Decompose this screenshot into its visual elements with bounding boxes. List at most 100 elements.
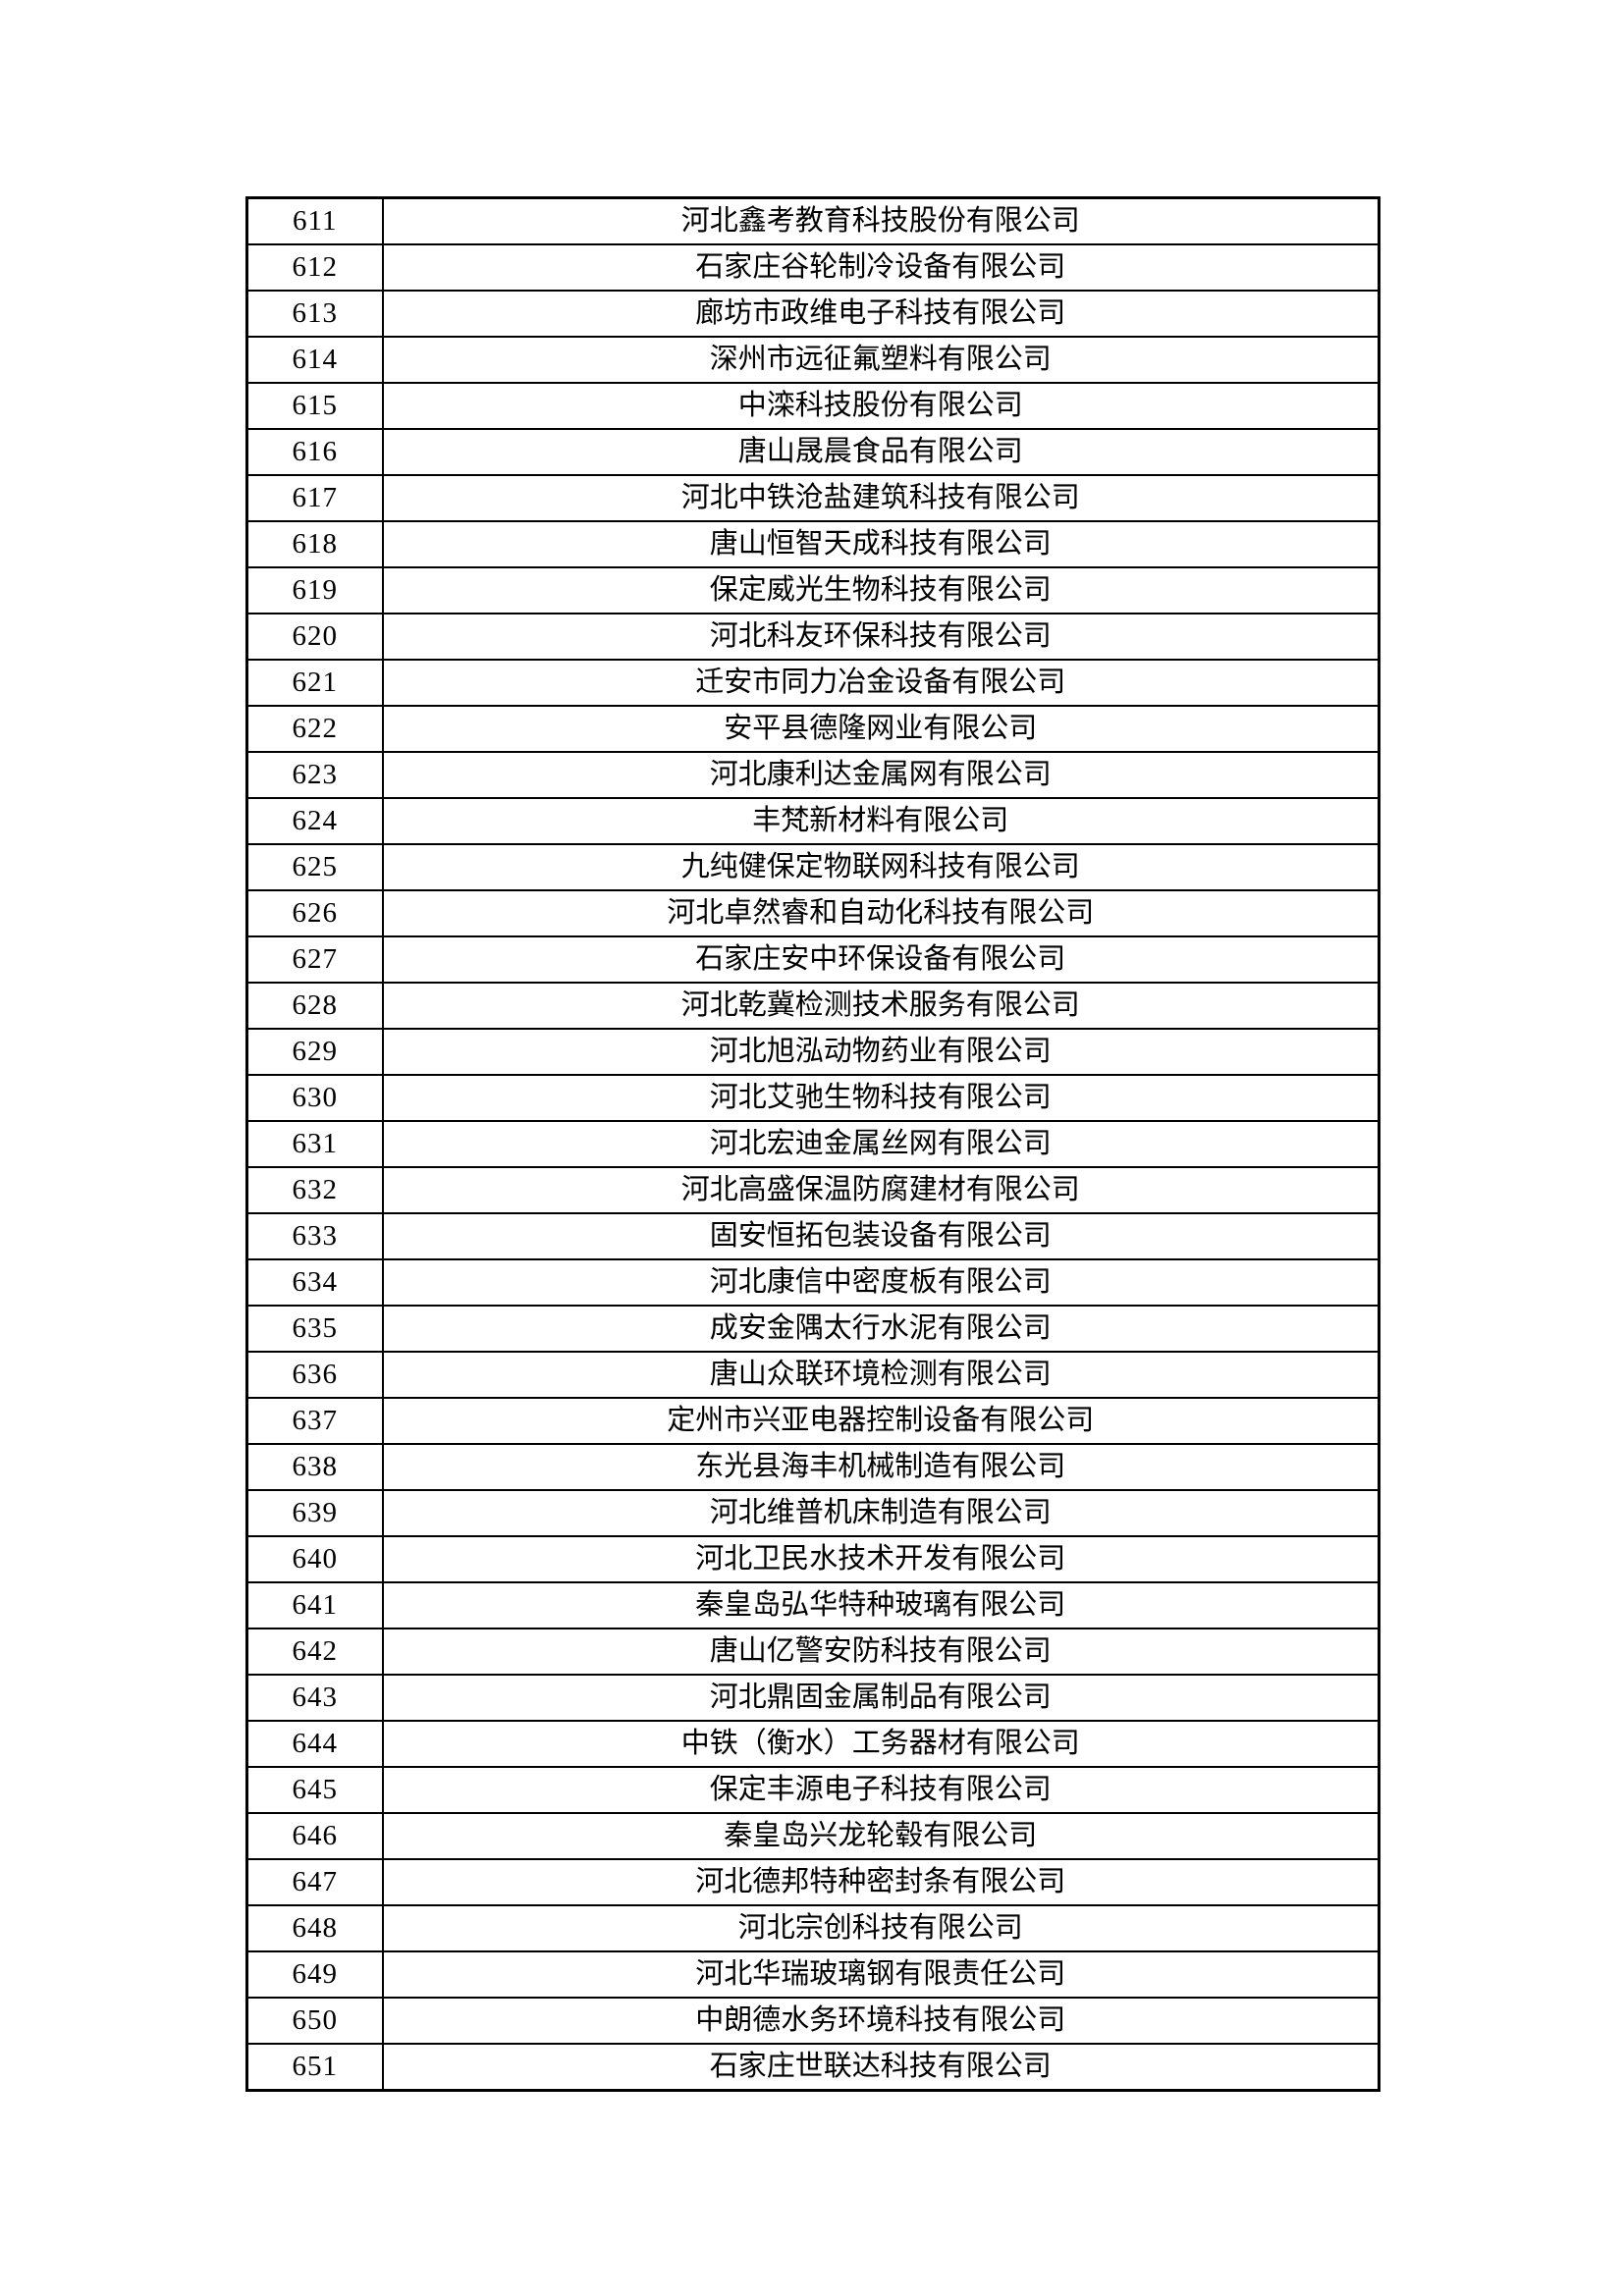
row-number-cell: 640 (245, 1535, 384, 1583)
company-name-cell: 成安金隅太行水泥有限公司 (381, 1305, 1380, 1353)
company-name-cell: 河北华瑞玻璃钢有限责任公司 (381, 1950, 1380, 1999)
table-row: 629 河北旭泓动物药业有限公司 (245, 1028, 1380, 1076)
row-number-cell: 644 (245, 1720, 384, 1768)
table-row: 634 河北康信中密度板有限公司 (245, 1258, 1380, 1307)
row-number-cell: 635 (245, 1305, 384, 1353)
row-number-cell: 646 (245, 1812, 384, 1860)
row-number-cell: 613 (245, 290, 384, 338)
company-name-cell: 丰梵新材料有限公司 (381, 797, 1380, 845)
table-row: 641 秦皇岛弘华特种玻璃有限公司 (245, 1581, 1380, 1629)
row-number-cell: 626 (245, 889, 384, 937)
company-name-cell: 石家庄谷轮制冷设备有限公司 (381, 243, 1380, 292)
company-name-cell: 河北德邦特种密封条有限公司 (381, 1858, 1380, 1906)
row-number-cell: 627 (245, 935, 384, 984)
row-number-cell: 638 (245, 1443, 384, 1491)
company-name-cell: 廊坊市政维电子科技有限公司 (381, 290, 1380, 338)
table-row: 649 河北华瑞玻璃钢有限责任公司 (245, 1950, 1380, 1999)
company-name-cell: 河北科友环保科技有限公司 (381, 613, 1380, 661)
table-row: 626 河北卓然睿和自动化科技有限公司 (245, 889, 1380, 937)
table-row: 614 深州市远征氟塑料有限公司 (245, 336, 1380, 384)
row-number-cell: 651 (245, 2043, 384, 2092)
table-row: 637 定州市兴亚电器控制设备有限公司 (245, 1397, 1380, 1445)
table-row: 624 丰梵新材料有限公司 (245, 797, 1380, 845)
table-row: 646 秦皇岛兴龙轮毂有限公司 (245, 1812, 1380, 1860)
row-number-cell: 618 (245, 520, 384, 568)
row-number-cell: 624 (245, 797, 384, 845)
table-row: 640 河北卫民水技术开发有限公司 (245, 1535, 1380, 1583)
company-name-cell: 河北康信中密度板有限公司 (381, 1258, 1380, 1307)
row-number-cell: 616 (245, 428, 384, 476)
company-name-cell: 秦皇岛兴龙轮毂有限公司 (381, 1812, 1380, 1860)
table-row: 613 廊坊市政维电子科技有限公司 (245, 290, 1380, 338)
row-number-cell: 622 (245, 705, 384, 753)
table-row: 628 河北乾冀检测技术服务有限公司 (245, 982, 1380, 1030)
company-name-cell: 九纯健保定物联网科技有限公司 (381, 843, 1380, 891)
table-row: 620 河北科友环保科技有限公司 (245, 613, 1380, 661)
table-row: 618 唐山恒智天成科技有限公司 (245, 520, 1380, 568)
row-number-cell: 630 (245, 1074, 384, 1122)
row-number-cell: 649 (245, 1950, 384, 1999)
company-name-cell: 安平县德隆网业有限公司 (381, 705, 1380, 753)
row-number-cell: 625 (245, 843, 384, 891)
table-row: 617 河北中铁沧盐建筑科技有限公司 (245, 474, 1380, 522)
table-row: 651 石家庄世联达科技有限公司 (245, 2043, 1380, 2092)
table-row: 621 迁安市同力冶金设备有限公司 (245, 659, 1380, 707)
row-number-cell: 614 (245, 336, 384, 384)
company-name-cell: 河北鼎固金属制品有限公司 (381, 1674, 1380, 1722)
table-row: 643 河北鼎固金属制品有限公司 (245, 1674, 1380, 1722)
row-number-cell: 632 (245, 1166, 384, 1214)
company-name-cell: 秦皇岛弘华特种玻璃有限公司 (381, 1581, 1380, 1629)
row-number-cell: 623 (245, 751, 384, 799)
table-row: 619 保定威光生物科技有限公司 (245, 566, 1380, 614)
table-row: 632 河北高盛保温防腐建材有限公司 (245, 1166, 1380, 1214)
company-name-cell: 深州市远征氟塑料有限公司 (381, 336, 1380, 384)
company-name-cell: 河北康利达金属网有限公司 (381, 751, 1380, 799)
row-number-cell: 628 (245, 982, 384, 1030)
row-number-cell: 612 (245, 243, 384, 292)
company-name-cell: 河北卓然睿和自动化科技有限公司 (381, 889, 1380, 937)
table-row: 611 河北鑫考教育科技股份有限公司 (245, 196, 1380, 245)
table-row: 642 唐山亿警安防科技有限公司 (245, 1628, 1380, 1676)
row-number-cell: 647 (245, 1858, 384, 1906)
company-table: 611 河北鑫考教育科技股份有限公司 612 石家庄谷轮制冷设备有限公司 613 廊坊市政… (245, 196, 1380, 2092)
table-row: 631 河北宏迪金属丝网有限公司 (245, 1120, 1380, 1168)
company-name-cell: 石家庄安中环保设备有限公司 (381, 935, 1380, 984)
row-number-cell: 619 (245, 566, 384, 614)
row-number-cell: 615 (245, 382, 384, 430)
table-row: 627 石家庄安中环保设备有限公司 (245, 935, 1380, 984)
row-number-cell: 642 (245, 1628, 384, 1676)
company-name-cell: 中滦科技股份有限公司 (381, 382, 1380, 430)
company-name-cell: 河北中铁沧盐建筑科技有限公司 (381, 474, 1380, 522)
company-name-cell: 河北旭泓动物药业有限公司 (381, 1028, 1380, 1076)
row-number-cell: 620 (245, 613, 384, 661)
table-row: 616 唐山晟晨食品有限公司 (245, 428, 1380, 476)
row-number-cell: 637 (245, 1397, 384, 1445)
table-row: 639 河北维普机床制造有限公司 (245, 1489, 1380, 1537)
row-number-cell: 617 (245, 474, 384, 522)
table-row: 615 中滦科技股份有限公司 (245, 382, 1380, 430)
company-name-cell: 保定威光生物科技有限公司 (381, 566, 1380, 614)
row-number-cell: 643 (245, 1674, 384, 1722)
table-row: 612 石家庄谷轮制冷设备有限公司 (245, 243, 1380, 292)
row-number-cell: 621 (245, 659, 384, 707)
company-name-cell: 中铁（衡水）工务器材有限公司 (381, 1720, 1380, 1768)
row-number-cell: 633 (245, 1212, 384, 1260)
table-row: 638 东光县海丰机械制造有限公司 (245, 1443, 1380, 1491)
table-row: 645 保定丰源电子科技有限公司 (245, 1766, 1380, 1814)
company-name-cell: 河北鑫考教育科技股份有限公司 (381, 196, 1380, 245)
company-name-cell: 河北卫民水技术开发有限公司 (381, 1535, 1380, 1583)
company-name-cell: 东光县海丰机械制造有限公司 (381, 1443, 1380, 1491)
table-row: 633 固安恒拓包装设备有限公司 (245, 1212, 1380, 1260)
company-name-cell: 中朗德水务环境科技有限公司 (381, 1997, 1380, 2045)
table-row: 635 成安金隅太行水泥有限公司 (245, 1305, 1380, 1353)
table-row: 648 河北宗创科技有限公司 (245, 1904, 1380, 1952)
company-name-cell: 河北维普机床制造有限公司 (381, 1489, 1380, 1537)
company-name-cell: 唐山晟晨食品有限公司 (381, 428, 1380, 476)
row-number-cell: 650 (245, 1997, 384, 2045)
table-row: 644 中铁（衡水）工务器材有限公司 (245, 1720, 1380, 1768)
company-name-cell: 河北艾驰生物科技有限公司 (381, 1074, 1380, 1122)
row-number-cell: 636 (245, 1351, 384, 1399)
table-row: 636 唐山众联环境检测有限公司 (245, 1351, 1380, 1399)
company-name-cell: 河北宏迪金属丝网有限公司 (381, 1120, 1380, 1168)
